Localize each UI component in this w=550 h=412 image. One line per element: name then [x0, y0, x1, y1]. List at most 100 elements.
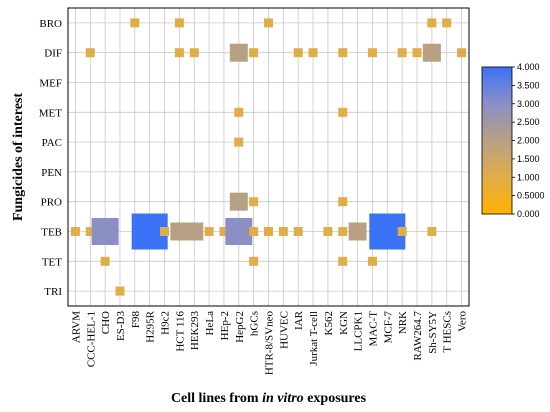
heatmap-cell-tri-es-d3 [115, 286, 125, 296]
colorbar-tick-label: 1.500 [517, 154, 540, 164]
y-tick-label: MEF [39, 78, 62, 90]
heatmap-cell-dif-hepg2 [229, 43, 248, 62]
x-tick-label: HEK293 [189, 311, 201, 351]
heatmap-cell-dif-mac-t [367, 48, 377, 58]
colorbar-tick-label: 3.000 [517, 99, 540, 109]
x-tick-label: MAC-T [367, 311, 379, 347]
y-tick-label: TET [42, 256, 62, 268]
heatmap-cell-teb-nrk [397, 227, 407, 236]
x-tick-label: HEp-2 [219, 311, 231, 340]
colorbar-tick-label: 2.500 [517, 117, 540, 127]
heatmap-cell-pro-hepg2 [229, 192, 248, 211]
y-tick-label: BRO [39, 18, 62, 30]
heatmap-cell-dif-vero [457, 48, 467, 58]
heatmap-cell-dif-jurkat-t-cell [308, 48, 318, 58]
x-tick-label: ARVM [70, 311, 82, 343]
x-tick-label: MCF-7 [382, 311, 394, 344]
x-tick-label: HTR-8/SVneo [264, 311, 276, 376]
heatmap-cell-teb-k562 [323, 227, 333, 236]
heatmap-cell-dif-hek293 [189, 48, 199, 58]
heatmap-cell-pro-kgn [338, 197, 348, 207]
heatmap-cell-teb-h9c2 [160, 227, 170, 236]
x-tick-label: CHO [100, 311, 112, 334]
x-tick-label: HepG2 [234, 311, 246, 343]
heatmap-cell-teb-huvec [278, 227, 288, 236]
heatmap-cell-bro-sh-sy5y [427, 18, 437, 28]
heatmap-cell-teb-hep-2 [219, 227, 229, 236]
y-tick-label: PRO [41, 197, 62, 209]
colorbar-tick-label: 0.5000 [517, 191, 545, 201]
x-tick-label: LLCPK1 [353, 311, 365, 351]
heatmap-cell-teb-hepg2 [225, 218, 253, 245]
x-tick-label: F98 [130, 311, 142, 329]
x-tick-label: NRK [397, 311, 409, 334]
heatmap-cell-teb-hela [204, 227, 214, 236]
x-axis-title-part: exposures [304, 391, 367, 406]
heatmap-cell-teb-kgn [338, 227, 348, 236]
plot-frame [67, 7, 470, 307]
y-axis-title: Fungicides of interest [11, 93, 26, 221]
heatmap-cell-dif-sh-sy5y [422, 43, 441, 62]
heatmap-cell-pac-hepg2 [234, 137, 244, 147]
heatmap-cell-dif-ccc-hel-1 [85, 48, 95, 58]
heatmap-cell-dif-raw264-7 [412, 48, 422, 58]
x-tick-label: Sh-SY5Y [427, 311, 439, 354]
x-tick-label: CCC-HEL-1 [85, 311, 97, 367]
heatmap-cell-bro-htr-8-svneo [264, 18, 273, 28]
x-tick-label: Jurkat T-cell [308, 311, 320, 366]
heatmap-cell-bro-f98 [130, 18, 140, 28]
x-tick-label: ES-D3 [115, 311, 127, 341]
y-tick-label: MET [39, 107, 63, 119]
x-tick-label: T HESCs [442, 311, 454, 353]
heatmap-cell-tet-kgn [338, 256, 348, 266]
y-tick-label: DIF [44, 48, 62, 60]
colorbar-tick-label: 1.000 [517, 172, 540, 182]
heatmap-cell-teb-ccc-hel-1 [85, 227, 95, 236]
y-tick-label: PAC [42, 137, 62, 149]
heatmap-cell-dif-hct-116 [174, 48, 184, 58]
x-tick-label: HeLa [204, 311, 216, 336]
x-axis-title-part: Cell lines from [171, 391, 262, 406]
heatmap-cell-teb-hek293 [185, 222, 204, 241]
heatmap-cell-bro-hct-116 [174, 18, 184, 28]
heatmap-cell-teb-hct-116 [170, 222, 189, 241]
heatmap-cell-pro-hgcs [249, 197, 259, 207]
colorbar-tick-label: 3.500 [517, 80, 540, 90]
x-tick-label: RAW264.7 [412, 311, 424, 361]
heatmap-cell-dif-hgcs [249, 48, 259, 58]
x-tick-label: K562 [323, 311, 335, 335]
x-tick-label: Vero [457, 311, 469, 332]
heatmap-cell-teb-htr-8-svneo [264, 227, 273, 236]
colorbar-tick-label: 2.000 [517, 136, 540, 146]
heatmap-cell-teb-sh-sy5y [427, 227, 437, 236]
x-tick-label: IAR [293, 310, 305, 330]
heatmap-cell-teb-hgcs [249, 227, 259, 236]
colorbar-gradient [481, 66, 513, 215]
heatmap-cell-teb-cho [91, 218, 119, 245]
x-tick-label: HCT 116 [174, 311, 186, 352]
x-tick-label: KGN [338, 311, 350, 335]
y-tick-label: TEB [41, 227, 62, 239]
x-tick-label: H295R [145, 310, 157, 342]
x-tick-label: hGCs [249, 311, 261, 336]
colorbar: 0.000 0.5000 1.000 1.500 2.000 2.500 3.000 3.50… [481, 62, 545, 219]
heatmap-cell-bro-t-hescs [442, 18, 452, 28]
colorbar-tick-label: 0.000 [517, 209, 540, 219]
x-tick-label: HUVEC [278, 311, 290, 349]
heatmap-cell-tet-mac-t [367, 256, 377, 266]
x-axis-title: Cell lines from in vitro exposures [171, 391, 367, 406]
grid-lines [68, 8, 469, 306]
heatmap-cell-dif-nrk [397, 48, 407, 58]
y-tick-label: TRI [44, 286, 62, 298]
y-tick-labels: BRO DIF MEF MET PAC PEN PRO TEB TET TRI [39, 18, 63, 298]
colorbar-tick-labels: 0.000 0.5000 1.000 1.500 2.000 2.500 3.000 3.50… [512, 62, 545, 219]
heatmap-cell-teb-iar [293, 227, 303, 236]
x-tick-label: H9c2 [160, 311, 172, 335]
heatmap-cell-dif-kgn [338, 48, 348, 58]
heatmap-cell-teb-llcpk1 [348, 222, 367, 241]
colorbar-tick-label: 4.000 [517, 62, 540, 72]
x-tick-labels: ARVM CCC-HEL-1 CHO ES-D3 F98 H295R H9c2 HCT 116… [70, 310, 468, 375]
heatmap-cell-met-kgn [338, 107, 348, 117]
heatmap-cells [70, 18, 467, 296]
